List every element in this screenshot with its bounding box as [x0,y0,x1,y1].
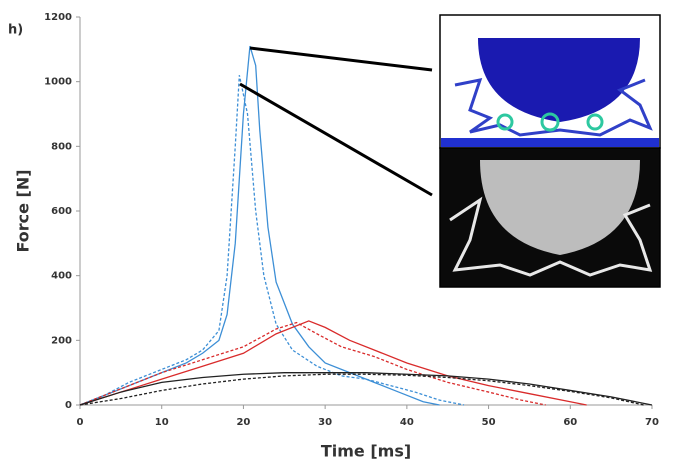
base-plate [441,138,659,147]
y-tick-label: 0 [65,400,72,411]
y-tick-label: 600 [51,206,72,217]
panel-label: h) [8,23,23,38]
y-axis-label: Force [N] [14,169,33,252]
sphere-photo [480,160,640,255]
x-tick-label: 70 [645,417,659,428]
spring [496,113,514,131]
x-axis-label: Time [ms] [321,442,411,461]
y-tick-label: 400 [51,271,72,282]
x-tick-label: 10 [155,417,169,428]
series-line [79,75,465,406]
insets [239,14,661,288]
series-line [79,321,546,406]
y-tick-label: 200 [51,335,72,346]
callout-line [249,46,433,72]
x-tick-label: 20 [236,417,250,428]
callout-line [239,82,433,197]
y-tick-label: 1200 [44,12,72,23]
y-tick-label: 800 [51,141,72,152]
y-tick-label: 1000 [44,77,72,88]
series-line [79,373,644,406]
x-tick-label: 40 [400,417,414,428]
x-tick-label: 50 [482,417,496,428]
lattice-photo [449,196,653,277]
x-tick-label: 30 [318,417,332,428]
series-line [79,372,653,406]
x-tick-label: 60 [563,417,577,428]
x-tick-label: 0 [77,417,84,428]
sphere [478,38,640,122]
series-line [79,320,587,406]
series-line [79,45,440,406]
spring [586,113,604,131]
lattice [454,78,653,137]
spring [540,112,560,132]
